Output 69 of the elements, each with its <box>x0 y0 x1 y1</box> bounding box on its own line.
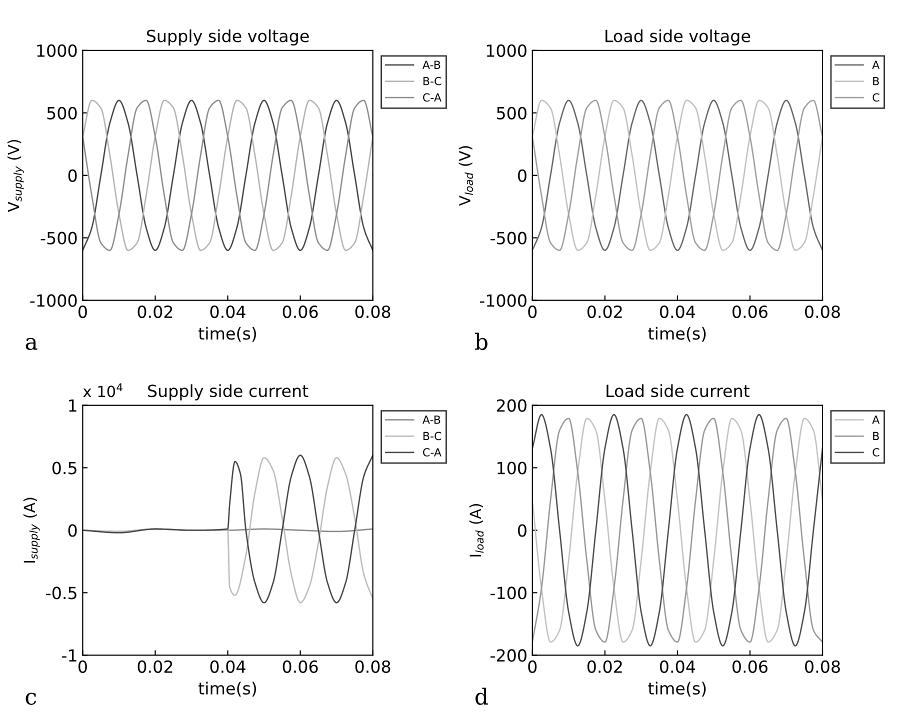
y-axis-title: V$_{supply}$ (V) <box>8 140 24 212</box>
x-tick-label: 0.04 <box>210 305 246 318</box>
y-tick-label: 100 <box>498 462 526 474</box>
y-tick-label: -100 <box>490 586 526 600</box>
x-tick-label: 0.04 <box>210 660 246 673</box>
legend-label: C-A <box>423 93 442 102</box>
chart-title: Load side voltage <box>606 29 750 46</box>
y-tick-label: -0.5 <box>46 586 76 600</box>
legend-label: A <box>872 416 880 424</box>
x-tick-label: 0.06 <box>732 305 768 318</box>
legend-label: B-C <box>423 432 442 440</box>
x-tick-label: 0 <box>78 305 87 318</box>
y-axis-title: I$_{supply}$ (A) <box>23 498 40 563</box>
chart-title: Load side current <box>606 384 750 398</box>
chart-title: Supply side current <box>148 384 308 400</box>
x-axis-title: time(s) <box>648 326 706 342</box>
y-tick-label: -1000 <box>30 294 77 307</box>
y-tick-label: 1 <box>69 399 76 412</box>
x-tick-label: 0.04 <box>660 660 696 673</box>
x-tick-label: 0.02 <box>138 305 172 318</box>
y-tick-label: 0 <box>68 169 77 182</box>
legend-label: B-C <box>423 76 442 86</box>
x-tick-label: 0.02 <box>587 660 622 673</box>
text: d <box>475 688 488 705</box>
y-tick-label: 0 <box>518 169 526 182</box>
y-tick-label: 500 <box>47 106 77 120</box>
x-tick-label: 0.08 <box>355 660 390 673</box>
x-tick-label: 0 <box>528 305 537 318</box>
y-tick-label: 0 <box>518 524 526 537</box>
legend-label: C <box>872 448 880 456</box>
y-tick-label: 0.5 <box>52 462 76 474</box>
y-tick-label: 1000 <box>37 44 77 57</box>
x-axis-title: time(s) <box>648 682 706 697</box>
y-tick-label: -500 <box>490 232 526 244</box>
x-tick-label: 0.08 <box>805 660 840 673</box>
legend-label: A-B <box>422 60 440 69</box>
text: c <box>26 692 36 705</box>
chart-title: Supply side voltage <box>146 29 309 46</box>
x-tick-label: 0.06 <box>282 305 318 318</box>
x-tick-label: 0.02 <box>587 305 622 318</box>
x-tick-label: 0.06 <box>282 660 318 673</box>
legend-label: B <box>873 77 879 86</box>
y-tick-label: -1000 <box>480 294 526 307</box>
legend-label: A <box>872 60 880 69</box>
y-tick-label: -500 <box>40 232 77 244</box>
y-tick-label: 200 <box>496 399 526 412</box>
legend-label: C <box>872 93 880 102</box>
y-tick-label: 500 <box>497 106 526 120</box>
y-tick-label: 0 <box>68 524 77 537</box>
x-axis-title: time(s) <box>198 326 256 342</box>
text: a <box>26 338 38 350</box>
y-tick-label: 1000 <box>486 44 526 57</box>
legend-label: B <box>873 432 879 440</box>
text: b <box>475 332 488 350</box>
x-tick-label: 0.06 <box>732 660 768 673</box>
x-tick-label: 0 <box>528 660 537 673</box>
y-axis-title: V$_{load}$ (V) <box>458 146 474 206</box>
y-axis-title: I$_{load}$ (A) <box>469 504 484 556</box>
legend-label: C-A <box>423 448 442 456</box>
x-axis-title: time(s) <box>198 682 256 697</box>
x-tick-label: 0 <box>78 660 87 673</box>
text: x 10$^{4}$ <box>83 383 122 398</box>
x-tick-label: 0.08 <box>805 305 840 318</box>
legend-label: A-B <box>422 416 440 424</box>
y-tick-label: -1 <box>62 649 76 662</box>
y-tick-label: -200 <box>490 649 526 662</box>
x-tick-label: 0.08 <box>355 305 390 318</box>
x-tick-label: 0.04 <box>660 305 696 318</box>
x-tick-label: 0.02 <box>138 660 172 673</box>
